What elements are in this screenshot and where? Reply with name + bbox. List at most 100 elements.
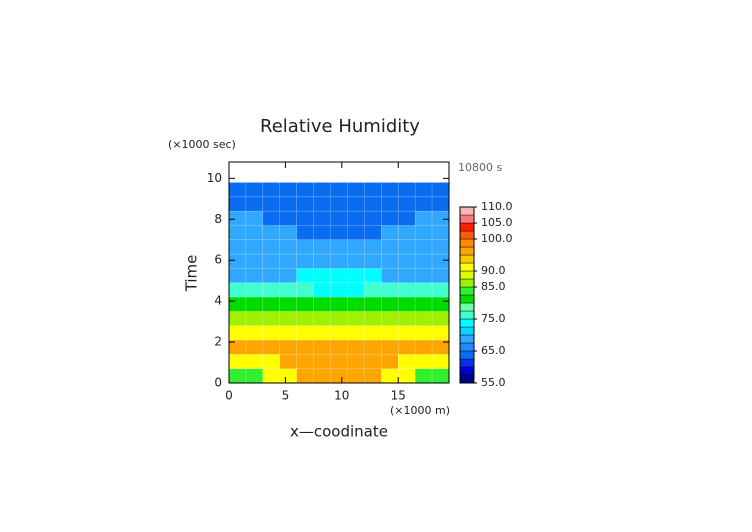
- contour-cell: [296, 182, 314, 198]
- contour-cell: [364, 296, 382, 312]
- contour-cell: [279, 196, 297, 212]
- contour-cell: [228, 196, 247, 212]
- contour-cell: [397, 253, 416, 269]
- colorbar-band: [459, 238, 475, 248]
- contour-cell: [313, 282, 331, 298]
- contour-cell: [364, 253, 382, 269]
- contour-cell: [381, 325, 399, 341]
- contour-cell: [330, 196, 348, 212]
- contour-cell: [397, 210, 416, 226]
- colorbar-tick-label: 75.0: [481, 312, 506, 325]
- contour-cell: [397, 225, 416, 241]
- contour-cell: [414, 325, 433, 341]
- contour-cell: [364, 239, 382, 255]
- contour-cell: [431, 239, 450, 255]
- contour-cell: [296, 368, 314, 384]
- colorbar-band: [459, 318, 475, 328]
- contour-cell: [228, 325, 247, 341]
- contour-cell: [347, 253, 365, 269]
- y-tick-label: 6: [214, 253, 222, 267]
- contour-cell: [296, 296, 314, 312]
- contour-cell: [414, 253, 433, 269]
- colorbar-tick-label: 100.0: [481, 232, 513, 245]
- contour-cell: [296, 268, 314, 284]
- y-unit: (×1000 sec): [168, 138, 236, 151]
- contour-cell: [347, 210, 365, 226]
- contour-cell: [313, 354, 331, 369]
- contour-cell: [347, 368, 365, 384]
- colorbar-band: [459, 214, 475, 224]
- contour-cell: [364, 282, 382, 298]
- colorbar-band: [459, 366, 475, 376]
- contour-cell: [397, 182, 416, 198]
- colorbar-band: [459, 326, 475, 336]
- contour-cell: [228, 282, 247, 298]
- contour-cell: [313, 325, 331, 341]
- colorbar-band: [459, 254, 475, 264]
- contour-cell: [364, 311, 382, 327]
- contour-cell: [347, 239, 365, 255]
- contour-cell: [279, 182, 297, 198]
- contour-cell: [245, 239, 264, 255]
- contour-cell: [279, 368, 297, 384]
- x-unit: (×1000 m): [390, 404, 450, 417]
- contour-cell: [262, 368, 281, 384]
- contour-cell: [330, 368, 348, 384]
- contour-cell: [296, 339, 314, 355]
- contour-cell: [364, 196, 382, 212]
- x-tick-label: 15: [391, 389, 406, 403]
- contour-cell: [347, 282, 365, 298]
- contour-cell: [431, 196, 450, 212]
- contour-cell: [381, 196, 399, 212]
- contour-cell: [262, 225, 281, 241]
- contour-cell: [347, 311, 365, 327]
- colorbar-frame: [459, 206, 475, 384]
- contour-cell: [296, 282, 314, 298]
- colorbar-band: [459, 270, 475, 280]
- contour-cell: [228, 182, 247, 198]
- x-axis-label: x—coodinate: [290, 423, 388, 441]
- contour-cell: [313, 196, 331, 212]
- contour-cell: [414, 196, 433, 212]
- colorbar-band: [459, 286, 475, 296]
- contour-cell: [228, 239, 247, 255]
- contour-cell: [228, 210, 247, 226]
- contour-cell: [431, 225, 450, 241]
- contour-cell: [245, 210, 264, 226]
- colorbar-band: [459, 206, 475, 216]
- contour-cell: [381, 354, 399, 369]
- contour-cell: [381, 282, 399, 298]
- contour-cell: [431, 296, 450, 312]
- contour-cell: [279, 354, 297, 369]
- contour-cell: [296, 354, 314, 369]
- contour-cell: [262, 182, 281, 198]
- y-tick-label: 4: [214, 294, 222, 308]
- contour-cell: [279, 210, 297, 226]
- contour-cell: [296, 325, 314, 341]
- colorbar-band: [459, 302, 475, 312]
- colorbar-band: [459, 230, 475, 240]
- contour-cell: [262, 325, 281, 341]
- contour-cell: [364, 182, 382, 198]
- contour-cell: [414, 268, 433, 284]
- contour-cell: [279, 225, 297, 241]
- contour-cell: [381, 311, 399, 327]
- contour-cell: [228, 253, 247, 269]
- contour-cell: [364, 354, 382, 369]
- contour-cell: [313, 339, 331, 355]
- contour-cell: [228, 296, 247, 312]
- contour-cell: [414, 239, 433, 255]
- contour-cell: [296, 253, 314, 269]
- colorbar-band: [459, 342, 475, 352]
- contour-cell: [397, 268, 416, 284]
- contour-cell: [381, 225, 399, 241]
- contour-cell: [330, 253, 348, 269]
- contour-cell: [296, 311, 314, 327]
- contour-cell: [397, 368, 416, 384]
- contour-cell: [245, 182, 264, 198]
- contour-cell: [313, 239, 331, 255]
- contour-cell: [431, 311, 450, 327]
- contour-cell: [313, 368, 331, 384]
- colorbar-tick-label: 90.0: [481, 264, 506, 277]
- contour-cell: [262, 354, 281, 369]
